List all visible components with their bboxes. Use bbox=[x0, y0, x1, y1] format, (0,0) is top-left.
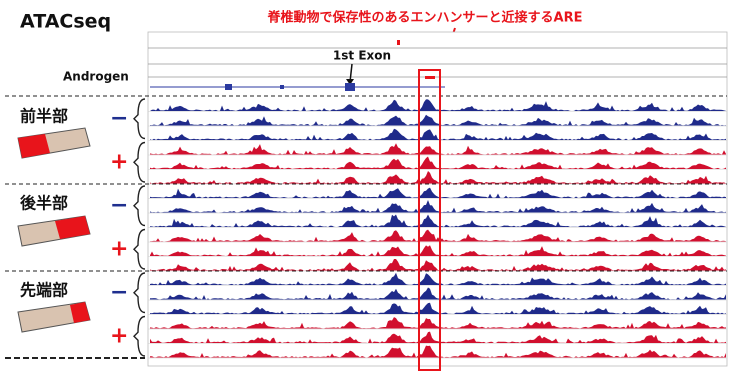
bracket bbox=[134, 99, 145, 139]
bracket bbox=[134, 230, 145, 270]
group-label: 前半部 bbox=[20, 107, 68, 126]
exon bbox=[225, 84, 232, 90]
group-label: 先端部 bbox=[20, 281, 68, 300]
locus-marker bbox=[397, 40, 400, 45]
annotation: 脊椎動物で保存性のあるエンハンサーと近接するARE bbox=[267, 10, 583, 26]
tissue-icon bbox=[18, 302, 90, 332]
gene-label: Androgen bbox=[63, 70, 129, 84]
condition-sign: − bbox=[110, 280, 128, 305]
tissue-icon bbox=[18, 216, 90, 246]
condition-sign: − bbox=[110, 193, 128, 218]
tissue-icon bbox=[18, 128, 90, 158]
figure: ATACseq 脊椎動物で保存性のあるエンハンサーと近接するARE 1st Ex… bbox=[0, 0, 731, 373]
bracket bbox=[134, 143, 145, 183]
bracket bbox=[134, 273, 145, 313]
are-site bbox=[425, 76, 435, 79]
title: ATACseq bbox=[20, 11, 111, 33]
exon bbox=[280, 85, 284, 89]
group-label: 後半部 bbox=[20, 194, 68, 213]
condition-sign: + bbox=[110, 323, 128, 348]
exon-label: 1st Exon bbox=[333, 49, 391, 63]
bracket bbox=[134, 317, 145, 357]
browser-frame bbox=[148, 32, 727, 366]
condition-sign: + bbox=[110, 236, 128, 261]
condition-sign: − bbox=[110, 106, 128, 131]
bracket bbox=[134, 186, 145, 226]
exon bbox=[345, 83, 355, 91]
condition-sign: + bbox=[110, 149, 128, 174]
